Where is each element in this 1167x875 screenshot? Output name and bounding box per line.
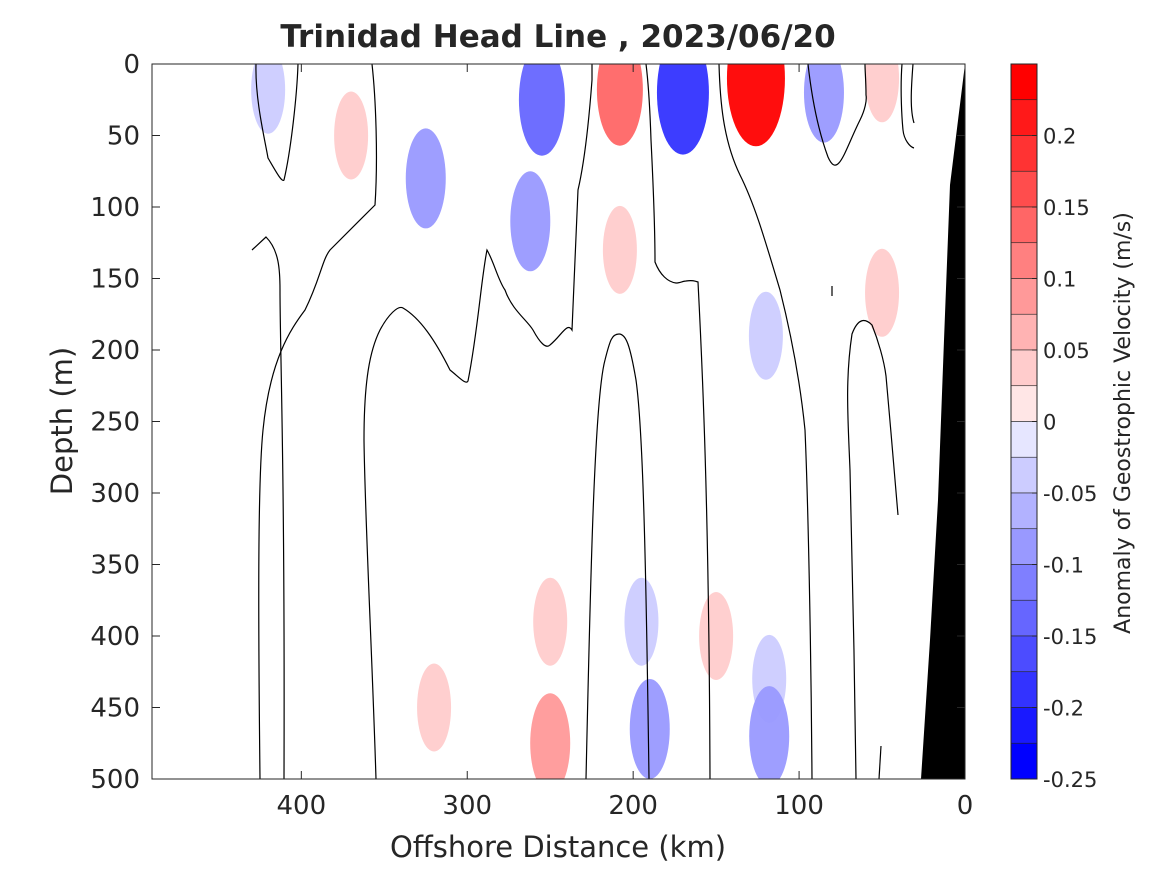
land-mask [921, 64, 965, 779]
x-tick-label: 400 [277, 791, 327, 821]
y-tick-label: 100 [90, 193, 140, 223]
negative-velocity-anomaly [251, 64, 286, 134]
colorbar-swatch [1010, 242, 1038, 279]
positive-velocity-anomaly [865, 248, 900, 337]
x-axis-label: Offshore Distance (km) [390, 830, 726, 864]
colorbar-swatch [1010, 564, 1038, 601]
colorbar-tick-label: 0.05 [1043, 339, 1090, 363]
positive-velocity-anomaly [726, 64, 785, 147]
colorbar-swatch [1010, 456, 1038, 494]
colorbar-tick-label: -0.05 [1043, 482, 1097, 506]
y-tick-label: 0 [123, 50, 140, 80]
negative-velocity-anomaly [510, 171, 551, 272]
colorbar-swatch [1010, 492, 1038, 530]
colorbar-tick-label: -0.25 [1043, 768, 1097, 792]
positive-velocity-anomaly [596, 64, 643, 146]
colorbar: 0.2 0.15 0.1 0.05 0 -0.05 -0.1 -0.15 -0.2 -0.25 [1010, 63, 1097, 792]
y-tick-label: 450 [90, 694, 140, 724]
velocity-field [251, 64, 965, 779]
colorbar-swatch [1010, 599, 1038, 637]
zero-contour [807, 64, 867, 166]
y-tick-label: 200 [90, 336, 140, 366]
positive-velocity-anomaly [530, 693, 571, 779]
positive-velocity-anomaly [334, 91, 369, 180]
y-axis: 0 50 100 150 200 250 300 350 400 450 500 [90, 50, 965, 795]
negative-velocity-anomaly [624, 577, 659, 666]
colorbar-swatch [1010, 742, 1038, 780]
colorbar-swatch [1010, 349, 1038, 387]
colorbar-swatch [1010, 63, 1038, 101]
negative-velocity-anomaly [629, 678, 670, 779]
colorbar-tick-label: 0.15 [1043, 196, 1090, 220]
x-tick-label: 300 [442, 791, 492, 821]
zero-contour [847, 319, 899, 779]
colorbar-swatch [1010, 421, 1038, 458]
x-axis: 400 300 200 100 0 [277, 64, 974, 821]
zero-contour [878, 745, 882, 779]
zero-contours [251, 64, 915, 779]
colorbar-swatch [1010, 313, 1038, 351]
positive-velocity-anomaly [417, 663, 452, 752]
colorbar-swatch [1010, 206, 1038, 244]
colorbar-tick-label: -0.1 [1043, 554, 1084, 578]
positive-velocity-anomaly [602, 205, 637, 294]
zero-contour [645, 64, 711, 779]
colorbar-swatch [1010, 707, 1038, 744]
chart-title: Trinidad Head Line , 2023/06/20 [280, 19, 835, 55]
colorbar-tick-label: -0.15 [1043, 625, 1097, 649]
zero-contour [258, 64, 378, 779]
positive-velocity-anomaly [533, 577, 568, 666]
zero-contour [363, 64, 593, 779]
plot-background [152, 64, 965, 779]
colorbar-label: Anomaly of Geostrophic Velocity (m/s) [1111, 212, 1136, 634]
y-tick-label: 400 [90, 622, 140, 652]
zero-contour [255, 64, 299, 182]
zero-contour [910, 64, 915, 124]
colorbar-tick-label: -0.2 [1043, 697, 1084, 721]
colorbar-swatch [1010, 170, 1038, 208]
negative-velocity-anomaly [803, 64, 844, 143]
negative-velocity-anomaly [405, 128, 446, 229]
y-tick-label: 500 [90, 765, 140, 795]
negative-velocity-anomaly [748, 291, 783, 380]
colorbar-swatch [1010, 528, 1038, 565]
y-tick-label: 300 [90, 479, 140, 509]
zero-contour [718, 64, 813, 779]
colorbar-swatch [1010, 671, 1038, 708]
positive-velocity-anomaly [865, 64, 900, 123]
colorbar-tick-label: 0.2 [1043, 125, 1076, 149]
colorbar-swatch [1010, 99, 1038, 136]
negative-velocity-anomaly [518, 64, 565, 156]
colorbar-swatch [1010, 135, 1038, 172]
x-tick-label: 100 [774, 791, 824, 821]
colorbar-tick-label: 0 [1043, 411, 1056, 435]
x-tick-label: 200 [608, 791, 658, 821]
y-tick-label: 150 [90, 265, 140, 295]
x-tick-label: 0 [957, 791, 974, 821]
colorbar-swatch [1010, 278, 1038, 315]
y-tick-label: 350 [90, 551, 140, 581]
y-tick-label: 250 [90, 408, 140, 438]
zero-contour [585, 333, 650, 779]
colorbar-swatch [1010, 385, 1038, 422]
colorbar-swatch [1010, 635, 1038, 673]
negative-velocity-anomaly [749, 686, 790, 779]
positive-velocity-anomaly [699, 592, 734, 680]
colorbar-tick-label: 0.1 [1043, 268, 1076, 292]
zero-contour [900, 64, 915, 149]
y-tick-label: 50 [107, 122, 140, 152]
negative-velocity-anomaly [656, 64, 709, 155]
y-axis-label: Depth (m) [45, 347, 79, 495]
